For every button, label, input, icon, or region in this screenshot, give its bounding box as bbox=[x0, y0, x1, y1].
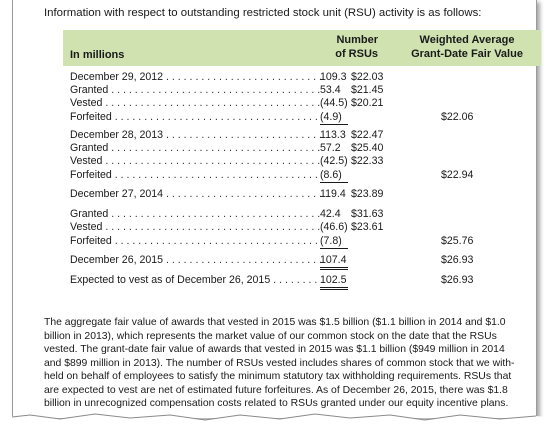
row-label: Vested . . . . . . . . . . . . . . . . .… bbox=[70, 97, 321, 109]
dot-leader: . . . . . . . . . . . . . . . . . . . . … bbox=[166, 71, 321, 83]
fair-value: $22.94 bbox=[441, 169, 474, 181]
rsu-count: (7.8) bbox=[320, 235, 342, 247]
paragraph-line: billion in 2013), which represents the m… bbox=[44, 330, 497, 342]
row-label: Granted . . . . . . . . . . . . . . . . … bbox=[70, 84, 321, 96]
dot-leader: . . . . . . . . . . . . . . . . . . . . … bbox=[166, 129, 321, 141]
rsu-count: 107.4 bbox=[320, 254, 347, 266]
inline-fair-value: $20.21 bbox=[351, 97, 384, 109]
inline-fair-value: $31.63 bbox=[351, 208, 384, 220]
row-label: Granted . . . . . . . . . . . . . . . . … bbox=[70, 208, 321, 220]
rsu-count: 53.4 bbox=[320, 84, 341, 96]
fair-value: $22.06 bbox=[441, 111, 474, 123]
fair-value: $26.93 bbox=[441, 254, 474, 266]
dot-leader: . . . . . . . . . . . . . . . . . . . . … bbox=[105, 221, 321, 233]
document-page: Information with respect to outstanding … bbox=[12, 0, 541, 418]
inline-fair-value: $22.03 bbox=[351, 71, 384, 83]
header-fair-value-column: Weighted Average Grant-Date Fair Value bbox=[411, 34, 523, 60]
dot-leader: . . . . . . . . . . . . . . . . . . . . … bbox=[111, 208, 321, 220]
rsu-count: 57.2 bbox=[320, 142, 341, 154]
rsu-count: 102.5 bbox=[320, 274, 347, 286]
torn-page-edge bbox=[0, 413, 560, 429]
inline-fair-value: $23.89 bbox=[351, 188, 384, 200]
rule-line bbox=[320, 124, 348, 125]
rsu-count: (46.6) bbox=[320, 221, 348, 233]
rsu-count: (4.9) bbox=[320, 111, 342, 123]
header-number-column: Number of RSUs bbox=[335, 34, 378, 60]
row-label: Granted . . . . . . . . . . . . . . . . … bbox=[70, 142, 321, 154]
inline-fair-value: $22.47 bbox=[351, 129, 384, 141]
dot-leader: . . . . . . . . . . . . . . . . . . . . … bbox=[114, 111, 321, 123]
rule-line bbox=[320, 287, 348, 290]
rsu-count: 109.3 bbox=[320, 71, 347, 83]
inline-fair-value: $23.61 bbox=[351, 221, 384, 233]
rule-line bbox=[320, 267, 348, 270]
paragraph-line: vested. The grant-date fair value of awa… bbox=[44, 344, 505, 355]
row-label: December 28, 2013 . . . . . . . . . . . … bbox=[70, 129, 321, 141]
fair-value: $26.93 bbox=[441, 274, 474, 286]
header-label-column: In millions bbox=[70, 49, 125, 61]
row-label: Expected to vest as of December 26, 2015… bbox=[70, 274, 321, 286]
inline-fair-value: $21.45 bbox=[351, 84, 384, 96]
rsu-count: 42.4 bbox=[320, 208, 341, 220]
dot-leader: . . . . . . . . . . . . . . . . . . . . … bbox=[111, 142, 321, 154]
rule-line bbox=[320, 182, 348, 183]
dot-leader: . . . . . . . . . . . . . . . . . . . . … bbox=[105, 155, 321, 167]
paragraph-line: held on behalf of employees to satisfy t… bbox=[44, 371, 512, 382]
row-label: December 26, 2015 . . . . . . . . . . . … bbox=[70, 254, 321, 266]
rsu-count: 119.4 bbox=[320, 188, 346, 200]
inline-fair-value: $25.40 bbox=[351, 142, 384, 154]
paragraph-line: and $899 million in 2013). The number of… bbox=[44, 357, 515, 369]
row-label: Vested . . . . . . . . . . . . . . . . .… bbox=[70, 221, 321, 233]
dot-leader: . . . . . . . . . . . . . . . . . . . . … bbox=[114, 235, 321, 247]
paragraph-line: are expected to vest are net of estimate… bbox=[44, 384, 508, 396]
row-label: Vested . . . . . . . . . . . . . . . . .… bbox=[70, 155, 321, 167]
dot-leader: . . . . . . . . . . . . . . . . . . . . … bbox=[166, 254, 321, 266]
disclosure-paragraph: The aggregate fair value of awards that … bbox=[44, 316, 540, 411]
dot-leader: . . . . . . . . . . . . . . . . . . . . … bbox=[273, 274, 321, 286]
row-label: Forfeited . . . . . . . . . . . . . . . … bbox=[70, 169, 321, 181]
row-label: Forfeited . . . . . . . . . . . . . . . … bbox=[70, 235, 321, 247]
row-label: December 27, 2014 . . . . . . . . . . . … bbox=[70, 188, 321, 200]
inline-fair-value: $22.33 bbox=[351, 155, 384, 167]
dot-leader: . . . . . . . . . . . . . . . . . . . . … bbox=[114, 169, 321, 181]
table-header: In millions Number of RSUs Weighted Aver… bbox=[63, 30, 541, 66]
rsu-count: (8.6) bbox=[320, 169, 342, 181]
row-label: Forfeited . . . . . . . . . . . . . . . … bbox=[70, 111, 321, 123]
rsu-count: 113.3 bbox=[320, 129, 346, 141]
dot-leader: . . . . . . . . . . . . . . . . . . . . … bbox=[166, 188, 321, 200]
paragraph-line: billion in unrecognized compensation cos… bbox=[44, 398, 509, 409]
rule-line bbox=[320, 248, 348, 249]
paragraph-line: The aggregate fair value of awards that … bbox=[44, 317, 506, 328]
row-label: December 29, 2012 . . . . . . . . . . . … bbox=[70, 71, 321, 83]
rsu-count: (44.5) bbox=[320, 97, 348, 109]
dot-leader: . . . . . . . . . . . . . . . . . . . . … bbox=[105, 97, 321, 109]
rsu-count: (42.5) bbox=[320, 155, 348, 167]
fair-value: $25.76 bbox=[441, 235, 474, 247]
dot-leader: . . . . . . . . . . . . . . . . . . . . … bbox=[111, 84, 321, 96]
intro-text: Information with respect to outstanding … bbox=[44, 7, 482, 19]
